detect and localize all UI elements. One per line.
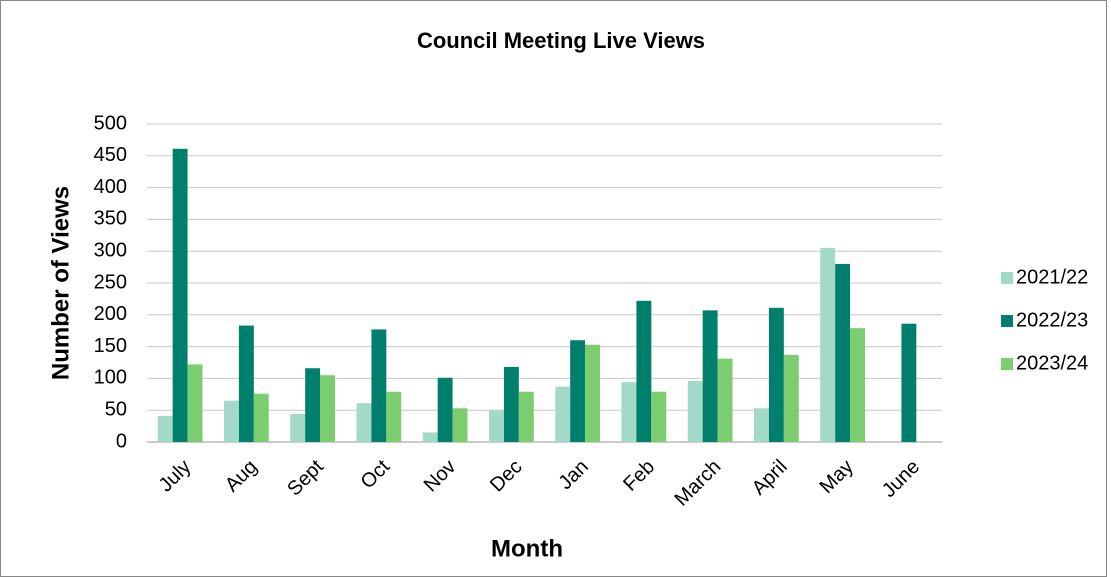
y-tick-label: 100 xyxy=(94,367,127,389)
bar xyxy=(320,375,335,442)
y-tick-label: 150 xyxy=(94,335,127,357)
bar xyxy=(187,364,203,442)
bar xyxy=(157,415,173,442)
legend-swatch xyxy=(1001,272,1013,284)
bar xyxy=(290,414,306,442)
bar xyxy=(489,410,504,442)
y-axis-title: Number of Views xyxy=(47,186,74,380)
y-tick-label: 400 xyxy=(94,176,127,198)
x-axis-title: Month xyxy=(491,535,563,562)
y-tick-label: 300 xyxy=(94,239,127,261)
y-tick-label: 250 xyxy=(94,271,127,293)
bar xyxy=(518,391,534,442)
bar xyxy=(386,391,402,442)
bar xyxy=(172,148,188,442)
legend-swatch xyxy=(1001,358,1013,370)
bar xyxy=(371,329,387,442)
bar xyxy=(356,403,372,442)
bar xyxy=(651,391,667,442)
y-tick-label: 0 xyxy=(116,430,127,452)
bar xyxy=(305,368,321,442)
bar xyxy=(555,386,571,442)
bar xyxy=(850,328,865,442)
bar xyxy=(636,300,652,442)
bar xyxy=(835,263,851,442)
bar xyxy=(621,382,637,442)
legend-swatch xyxy=(1001,315,1013,327)
bar xyxy=(768,307,784,442)
chart-title: Council Meeting Live Views xyxy=(417,28,705,53)
bar xyxy=(717,358,733,442)
y-tick-label: 200 xyxy=(94,303,127,325)
bar xyxy=(820,248,836,442)
bar xyxy=(437,377,453,442)
y-tick-label: 50 xyxy=(105,398,127,420)
y-tick-label: 450 xyxy=(94,144,127,166)
bar xyxy=(570,340,586,442)
bar xyxy=(783,354,799,442)
bar xyxy=(224,400,239,442)
legend-label: 2022/23 xyxy=(1016,309,1088,331)
bar xyxy=(238,325,254,442)
bar xyxy=(702,310,718,442)
bar xyxy=(754,408,769,442)
bar xyxy=(585,344,600,442)
bar xyxy=(901,323,917,442)
bar xyxy=(253,393,269,442)
bar xyxy=(687,380,703,442)
bar xyxy=(422,432,438,442)
legend-label: 2021/22 xyxy=(1016,266,1088,288)
legend-label: 2023/24 xyxy=(1016,352,1088,374)
y-tick-label: 350 xyxy=(94,208,127,230)
bar xyxy=(452,408,468,442)
bar xyxy=(503,366,519,442)
y-tick-label: 500 xyxy=(94,112,127,134)
